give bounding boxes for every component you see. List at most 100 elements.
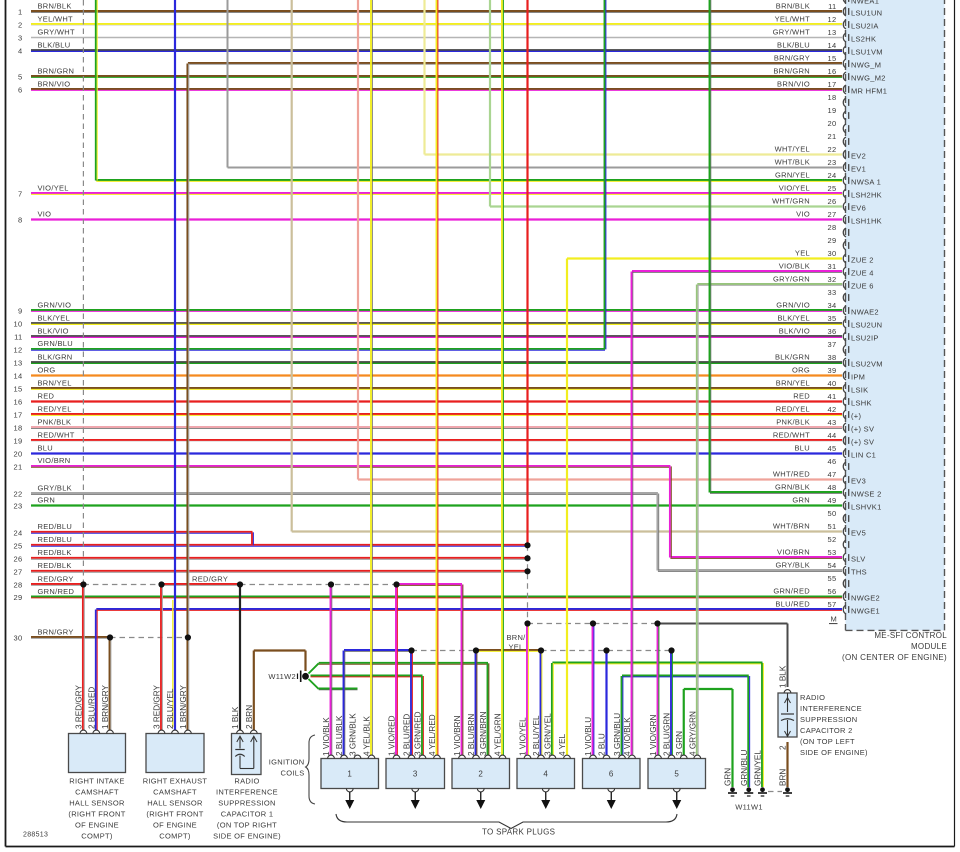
svg-text:EV2: EV2 (851, 151, 866, 160)
svg-text:SIDE OF ENGINE): SIDE OF ENGINE) (800, 748, 868, 757)
svg-text:WHT/BLK: WHT/BLK (775, 158, 810, 167)
svg-text:53: 53 (828, 548, 837, 557)
svg-text:42: 42 (828, 405, 837, 414)
svg-text:VIO/BRN: VIO/BRN (38, 456, 71, 465)
svg-text:ORG: ORG (792, 366, 810, 375)
svg-text:33: 33 (828, 288, 837, 297)
svg-text:17: 17 (14, 411, 23, 420)
svg-text:GRN: GRN (792, 496, 810, 505)
svg-text:3 GRN: 3 GRN (675, 731, 684, 756)
svg-text:27: 27 (14, 568, 23, 577)
svg-text:SUPPRESSION: SUPPRESSION (218, 799, 275, 808)
svg-text:LSHVK1: LSHVK1 (851, 502, 882, 511)
svg-text:RED/GRY: RED/GRY (192, 574, 228, 583)
svg-text:GRY/BLK: GRY/BLK (38, 483, 72, 492)
svg-text:55: 55 (828, 574, 837, 583)
svg-text:BRN/BLK: BRN/BLK (776, 2, 810, 11)
svg-text:43: 43 (828, 418, 837, 427)
svg-text:BRN/GRN: BRN/GRN (773, 67, 810, 76)
svg-text:VIO: VIO (38, 209, 52, 218)
svg-text:(ON CENTER OF ENGINE): (ON CENTER OF ENGINE) (842, 653, 947, 662)
svg-text:BLK/YEL: BLK/YEL (777, 314, 810, 323)
svg-text:SLV: SLV (851, 554, 866, 563)
svg-text:8: 8 (18, 216, 22, 225)
svg-text:11: 11 (828, 2, 836, 11)
svg-text:YEL/WHT: YEL/WHT (775, 15, 811, 24)
svg-text:WHT/BRN: WHT/BRN (773, 522, 810, 531)
svg-text:4 VIO/BLK: 4 VIO/BLK (623, 717, 632, 756)
svg-text:NWAE2: NWAE2 (851, 307, 879, 316)
svg-text:47: 47 (828, 470, 837, 479)
svg-text:RED/YEL: RED/YEL (38, 404, 72, 413)
svg-text:LSHK: LSHK (851, 398, 872, 407)
svg-text:26: 26 (828, 197, 837, 206)
svg-text:RED/WHT: RED/WHT (38, 430, 75, 439)
svg-text:27: 27 (828, 210, 837, 219)
svg-text:4 YEL/BLK: 4 YEL/BLK (363, 716, 372, 756)
svg-text:14: 14 (828, 41, 837, 50)
svg-text:LSU2VM: LSU2VM (851, 359, 883, 368)
svg-text:W11W1: W11W1 (735, 803, 763, 812)
svg-text:VIO/YEL: VIO/YEL (38, 183, 69, 192)
svg-text:LS2HK: LS2HK (851, 34, 876, 43)
svg-text:YEL/WHT: YEL/WHT (38, 14, 74, 23)
svg-text:RED: RED (38, 391, 55, 400)
svg-text:10: 10 (14, 320, 23, 329)
svg-text:37: 37 (828, 340, 837, 349)
svg-text:18: 18 (828, 93, 837, 102)
svg-text:3 GRN/YEL: 3 GRN/YEL (544, 713, 553, 756)
svg-text:EV5: EV5 (851, 528, 866, 537)
svg-text:2 BLU/GRN: 2 BLU/GRN (663, 713, 672, 756)
svg-text:6: 6 (609, 770, 614, 779)
svg-text:48: 48 (828, 483, 837, 492)
svg-text:54: 54 (828, 561, 837, 570)
svg-text:(+) SV: (+) SV (851, 424, 874, 433)
svg-text:50: 50 (828, 509, 837, 518)
svg-text:M: M (830, 615, 837, 624)
svg-text:SIDE OF ENGINE): SIDE OF ENGINE) (213, 832, 281, 841)
svg-text:22: 22 (14, 490, 23, 499)
svg-text:LSU2IA: LSU2IA (851, 21, 879, 30)
svg-text:17: 17 (828, 80, 837, 89)
svg-text:BRN/VIO: BRN/VIO (777, 80, 810, 89)
svg-text:26: 26 (14, 555, 23, 564)
svg-text:BRN/BLK: BRN/BLK (38, 1, 72, 10)
svg-text:RIGHT EXHAUST: RIGHT EXHAUST (143, 777, 208, 786)
svg-text:4 YEL: 4 YEL (558, 733, 567, 756)
svg-text:NWG_M2: NWG_M2 (851, 73, 886, 82)
svg-text:35: 35 (828, 314, 837, 323)
svg-text:52: 52 (828, 535, 837, 544)
svg-text:NWEA1: NWEA1 (851, 0, 879, 6)
svg-text:4 YEL/GRN: 4 YEL/GRN (494, 713, 503, 756)
svg-text:24: 24 (14, 529, 23, 538)
svg-text:2: 2 (779, 745, 788, 750)
svg-text:GRN: GRN (724, 768, 733, 786)
svg-text:2 BLU/BLK: 2 BLU/BLK (335, 715, 344, 756)
svg-text:13: 13 (14, 359, 23, 368)
svg-text:56: 56 (828, 587, 837, 596)
svg-text:VIO/BRN: VIO/BRN (777, 548, 810, 557)
svg-text:15: 15 (14, 385, 23, 394)
svg-text:NWSA 1: NWSA 1 (851, 177, 881, 186)
svg-text:GRN/YEL: GRN/YEL (754, 750, 763, 786)
svg-text:ZUE 6: ZUE 6 (851, 281, 874, 290)
svg-text:13: 13 (828, 28, 837, 37)
svg-text:36: 36 (828, 327, 837, 336)
svg-text:18: 18 (14, 424, 23, 433)
svg-text:1 VIO/GRN: 1 VIO/GRN (649, 715, 658, 756)
svg-text:16: 16 (828, 67, 837, 76)
svg-text:38: 38 (828, 353, 837, 362)
svg-text:BLK/YEL: BLK/YEL (38, 313, 71, 322)
svg-text:CAMSHAFT: CAMSHAFT (153, 788, 197, 797)
svg-text:25: 25 (14, 542, 23, 551)
svg-text:39: 39 (828, 366, 837, 375)
svg-text:NWGE1: NWGE1 (851, 606, 880, 615)
svg-text:RIGHT INTAKE: RIGHT INTAKE (69, 777, 124, 786)
svg-text:45: 45 (828, 444, 837, 453)
svg-text:RED/BLU: RED/BLU (38, 522, 73, 531)
svg-text:2 BRN: 2 BRN (245, 705, 254, 729)
svg-text:288513: 288513 (23, 832, 48, 839)
svg-text:19: 19 (14, 437, 23, 446)
svg-text:TO SPARK PLUGS: TO SPARK PLUGS (482, 828, 555, 837)
svg-text:LSU1VM: LSU1VM (851, 47, 883, 56)
